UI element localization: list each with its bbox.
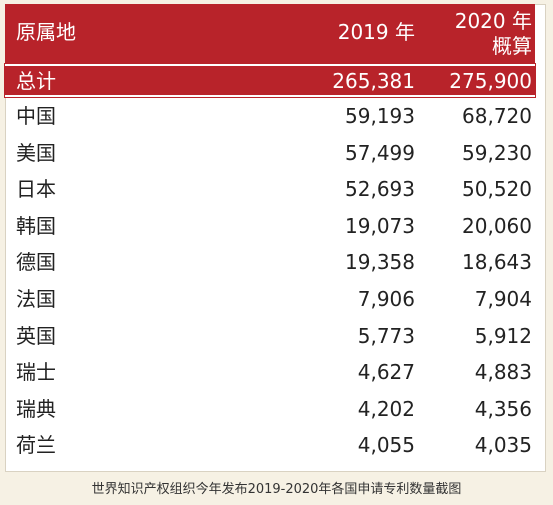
value-2019: 52,693	[345, 177, 415, 202]
table-body: 中国 59,193 68,720 美国 57,499 59,230 日本 52,…	[5, 98, 535, 464]
value-2020: 7,904	[474, 286, 532, 311]
table-row: 中国 59,193 68,720	[5, 98, 535, 135]
country-name: 中国	[16, 104, 56, 128]
country-name: 日本	[16, 177, 56, 202]
country-name: 英国	[16, 323, 56, 348]
country-name: 美国	[16, 140, 56, 165]
header-2020: 2020 年 概算	[420, 9, 532, 59]
value-2020: 4,356	[474, 396, 532, 421]
country-name: 瑞士	[16, 360, 56, 385]
value-2019: 5,773	[357, 323, 415, 348]
value-2020: 4,035	[474, 433, 532, 458]
total-label: 总计	[16, 69, 56, 93]
table-row: 法国 7,906 7,904	[5, 281, 535, 318]
value-2019: 19,358	[345, 250, 415, 275]
value-2020: 20,060	[462, 213, 532, 238]
value-2019: 19,073	[345, 213, 415, 238]
table-row: 美国 57,499 59,230	[5, 135, 535, 172]
image-caption: 世界知识产权组织今年发布2019-2020年各国申请专利数量截图	[91, 482, 462, 497]
value-2020: 50,520	[462, 177, 532, 202]
country-name: 瑞典	[16, 396, 56, 421]
table-row: 瑞典 4,202 4,356	[5, 391, 535, 428]
value-2020: 4,883	[474, 360, 532, 385]
value-2019: 59,193	[345, 104, 415, 128]
country-name: 韩国	[16, 213, 56, 238]
country-name: 法国	[16, 286, 56, 311]
value-2019: 57,499	[345, 140, 415, 165]
header-origin: 原属地	[16, 20, 76, 44]
table-row: 荷兰 4,055 4,035	[5, 427, 535, 464]
value-2020: 18,643	[462, 250, 532, 275]
value-2020: 5,912	[474, 323, 532, 348]
country-name: 德国	[16, 250, 56, 275]
total-2019: 265,381	[332, 69, 415, 93]
value-2019: 4,202	[357, 396, 415, 421]
header-2020-year: 2020 年	[454, 9, 532, 33]
table-row: 德国 19,358 18,643	[5, 244, 535, 281]
table-row: 韩国 19,073 20,060	[5, 208, 535, 245]
table-row: 英国 5,773 5,912	[5, 318, 535, 355]
value-2020: 68,720	[462, 104, 532, 128]
value-2019: 4,627	[357, 360, 415, 385]
table-row: 瑞士 4,627 4,883	[5, 354, 535, 391]
header-2019: 2019 年	[337, 20, 415, 44]
value-2019: 7,906	[357, 286, 415, 311]
header-2020-estimate: 概算	[492, 34, 532, 58]
table-row: 日本 52,693 50,520	[5, 171, 535, 208]
total-row: 总计 265,381 275,900	[4, 63, 536, 98]
value-2020: 59,230	[462, 140, 532, 165]
value-2019: 4,055	[357, 433, 415, 458]
country-name: 荷兰	[16, 433, 56, 458]
total-2020: 275,900	[449, 69, 532, 93]
table-header: 原属地 2019 年 2020 年 概算	[5, 4, 535, 64]
